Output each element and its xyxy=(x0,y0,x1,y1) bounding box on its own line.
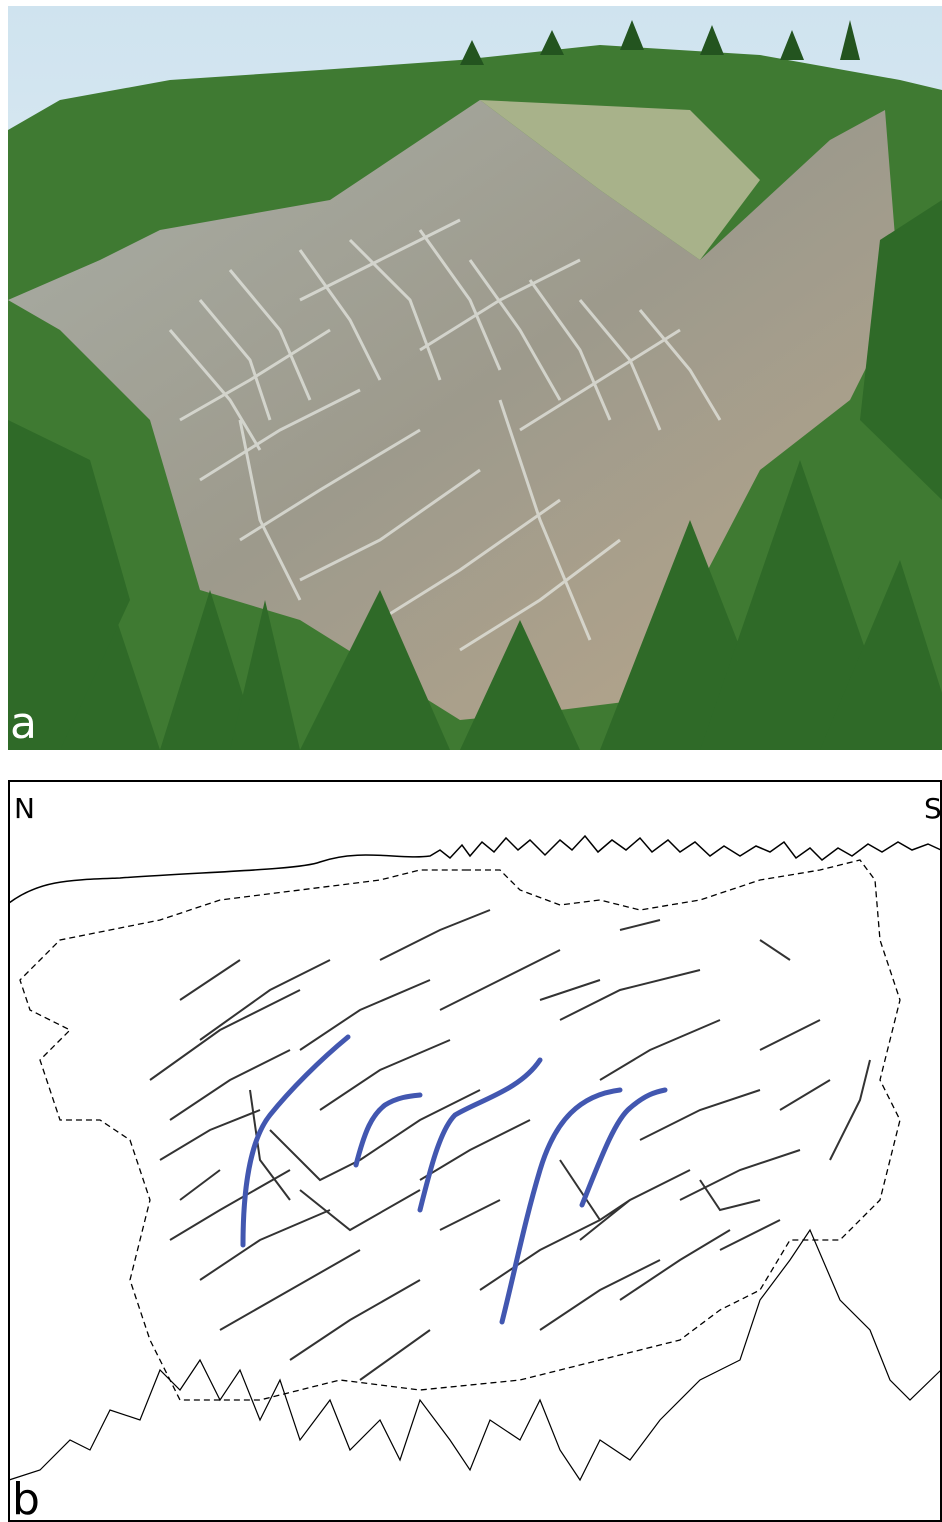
photo: a xyxy=(8,6,942,750)
drawing: N S b xyxy=(9,781,942,1522)
panel-label: a xyxy=(10,698,37,749)
figure: a N S b xyxy=(0,0,942,1522)
direction-label: S xyxy=(924,792,942,825)
panel-label: b xyxy=(12,1474,40,1522)
page: a N S b (() => { const data = JSON.parse… xyxy=(0,0,942,1522)
direction-label: N xyxy=(14,792,35,825)
